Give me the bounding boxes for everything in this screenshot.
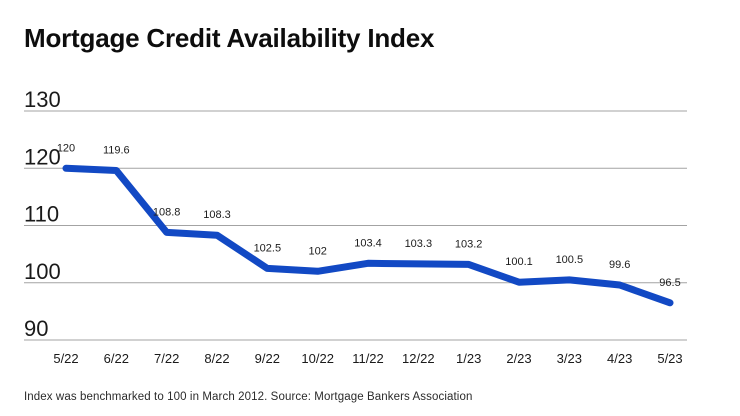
x-axis-tick-label: 7/22 (154, 351, 179, 366)
chart-title: Mortgage Credit Availability Index (24, 23, 435, 53)
x-axis-tick-label: 6/22 (104, 351, 129, 366)
data-point-label: 103.2 (455, 238, 483, 250)
data-point-label: 103.3 (405, 238, 433, 250)
data-point-label: 119.6 (103, 145, 130, 157)
x-axis-tick-label: 9/22 (255, 351, 280, 366)
data-point-label: 100.5 (556, 254, 584, 266)
y-axis-tick-label: 130 (24, 87, 61, 112)
data-point-label: 108.8 (153, 206, 181, 218)
x-axis-tick-label: 11/22 (352, 351, 384, 366)
x-axis-tick-label: 2/23 (506, 351, 531, 366)
source-footnote: Index was benchmarked to 100 in March 20… (24, 391, 473, 403)
data-point-label: 120 (57, 142, 75, 154)
y-axis-tick-label: 110 (24, 202, 59, 227)
data-point-label: 102.5 (254, 242, 282, 254)
data-point-label: 99.6 (609, 259, 630, 271)
data-line (62, 164, 674, 307)
data-point-label: 96.5 (659, 277, 680, 289)
x-axis-tick-label: 8/22 (204, 351, 229, 366)
data-point-label: 103.4 (354, 237, 382, 249)
data-point-label: 100.1 (505, 256, 533, 268)
y-axis-tick-label: 100 (24, 259, 61, 284)
y-axis-tick-label: 120 (24, 144, 61, 169)
x-axis-tick-label: 1/23 (456, 351, 481, 366)
x-axis-tick-label: 5/22 (53, 351, 78, 366)
data-point-label: 102 (308, 245, 326, 257)
x-axis-tick-label: 10/22 (301, 351, 334, 366)
x-axis-tick-label: 12/22 (402, 351, 435, 366)
x-axis-tick-label: 3/23 (557, 351, 582, 366)
y-axis-tick-label: 90 (24, 316, 48, 341)
data-point-label: 108.3 (203, 209, 231, 221)
x-axis-tick-label: 5/23 (657, 351, 682, 366)
x-axis-tick-label: 4/23 (607, 351, 632, 366)
